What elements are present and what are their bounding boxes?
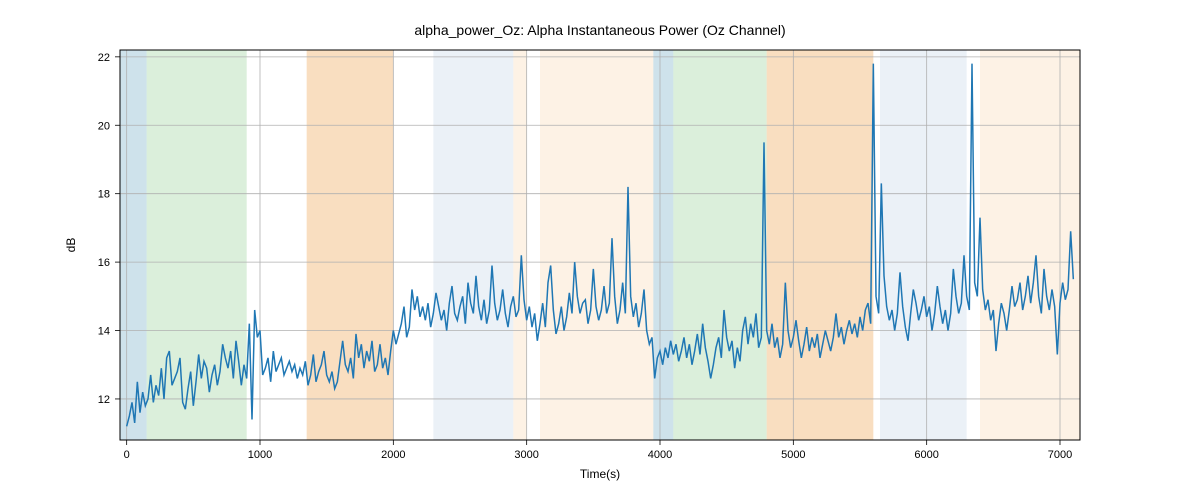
y-tick-label: 12 — [98, 394, 110, 406]
shaded-region — [540, 50, 653, 440]
shaded-region — [653, 50, 673, 440]
x-tick-label: 1000 — [248, 449, 272, 461]
shaded-region — [980, 50, 1080, 440]
y-tick-label: 20 — [98, 120, 110, 132]
chart-title: alpha_power_Oz: Alpha Instantaneous Powe… — [414, 22, 785, 38]
shaded-region — [880, 50, 967, 440]
x-tick-label: 7000 — [1048, 449, 1072, 461]
y-axis-label: dB — [64, 238, 78, 253]
chart-container: 0 1000 2000 3000 4000 5000 6000 7000 12 14 16 18 20 2… — [0, 0, 1200, 500]
y-tick-label: 16 — [98, 257, 110, 269]
shaded-region — [307, 50, 394, 440]
y-tick-label: 18 — [98, 189, 110, 201]
chart-svg: 0 1000 2000 3000 4000 5000 6000 7000 12 14 16 18 20 2… — [0, 0, 1200, 500]
x-tick-label: 3000 — [514, 449, 538, 461]
x-tick-label: 6000 — [914, 449, 938, 461]
x-tick-label: 4000 — [648, 449, 672, 461]
shaded-regions — [120, 50, 1080, 440]
y-tick-label: 22 — [98, 52, 110, 64]
x-tick-label: 5000 — [781, 449, 805, 461]
shaded-region — [767, 50, 874, 440]
x-axis-label: Time(s) — [580, 467, 620, 481]
shaded-region — [433, 50, 513, 440]
y-tick-label: 14 — [98, 326, 110, 338]
shaded-region — [673, 50, 766, 440]
x-tick-label: 2000 — [381, 449, 405, 461]
x-tick-label: 0 — [124, 449, 130, 461]
shaded-region — [120, 50, 147, 440]
shaded-region — [513, 50, 526, 440]
